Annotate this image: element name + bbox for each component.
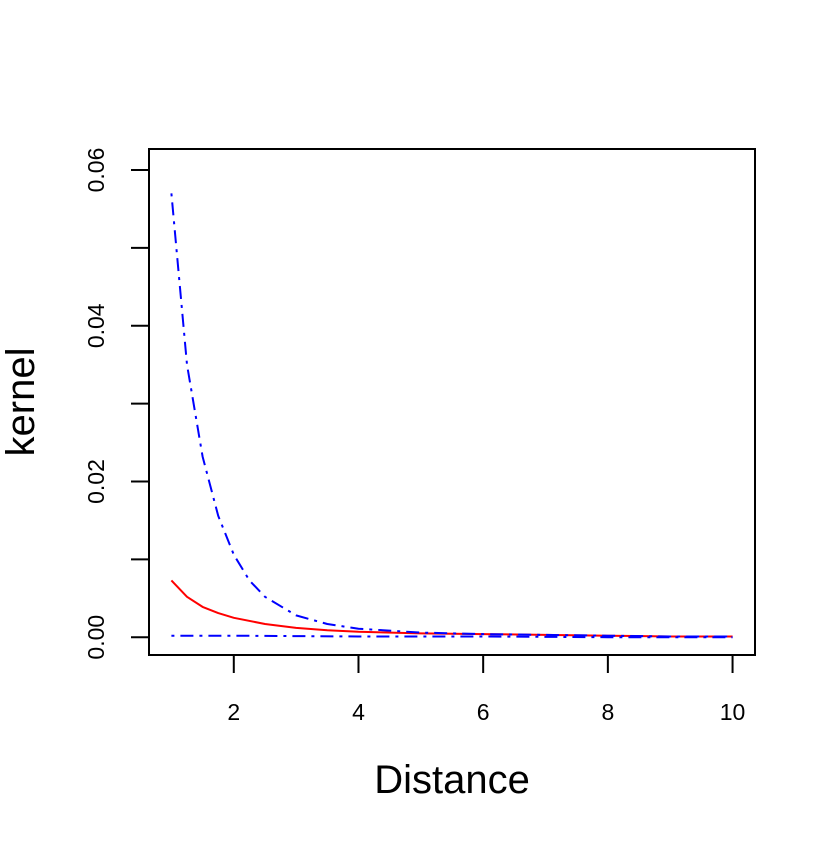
x-tick-label: 4 (352, 699, 365, 725)
x-tick-label: 10 (720, 699, 746, 725)
x-axis-title: Distance (374, 758, 530, 802)
y-axis: 0.00 0.02 0.04 0.06 (83, 148, 150, 660)
x-axis: 2 4 6 8 10 (227, 654, 746, 725)
y-tick-label: 0.00 (83, 615, 109, 660)
series-line-3 (171, 634, 733, 639)
x-tick-label: 2 (227, 699, 240, 725)
y-axis-title: kernel (0, 348, 43, 457)
y-tick-label: 0.02 (83, 459, 109, 504)
plot-frame (148, 148, 756, 656)
x-tick-label: 8 (601, 699, 614, 725)
series-layer (170, 193, 733, 639)
y-tick-label: 0.06 (83, 148, 109, 193)
series-line-1 (170, 579, 733, 638)
y-tick-label: 0.04 (83, 303, 109, 348)
series-line-2 (170, 193, 733, 638)
x-tick-label: 6 (477, 699, 490, 725)
